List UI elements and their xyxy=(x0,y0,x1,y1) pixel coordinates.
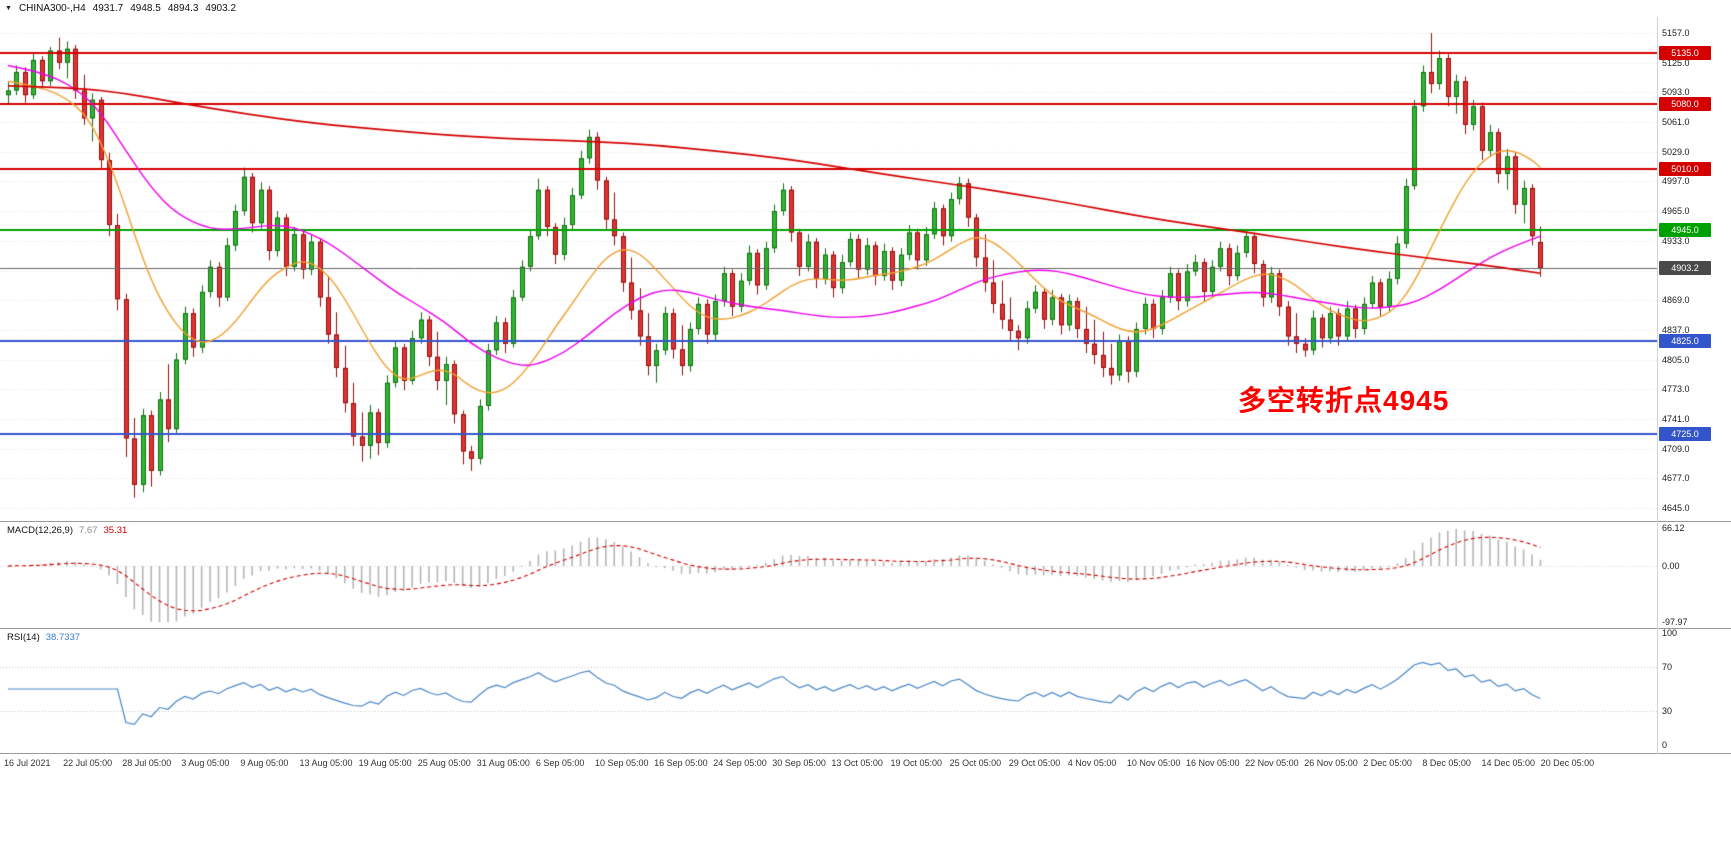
time-axis-label: 20 Dec 05:00 xyxy=(1540,758,1595,768)
text-annotation[interactable]: 多空转折点4945 xyxy=(1238,385,1450,416)
level-price-badge: 5080.0 xyxy=(1659,97,1711,112)
current-price-badge: 4903.2 xyxy=(1659,261,1711,276)
rsi-scale-label: 0 xyxy=(1662,740,1668,750)
time-axis-label: 9 Aug 05:00 xyxy=(240,758,289,768)
time-scale[interactable]: 16 Jul 2021 22 Jul 05:00 28 Jul 05:00 3 Aug… xyxy=(0,754,1731,778)
macd-indicator-canvas[interactable] xyxy=(0,522,1658,628)
time-axis-label: 22 Jul 05:00 xyxy=(63,758,113,768)
level-price-badge: 5010.0 xyxy=(1659,162,1711,177)
price-axis-label: 4741.0 xyxy=(1662,413,1690,424)
chart-title-bar: ▼ CHINA300-,H4 4931.7 4948.5 4894.3 4903… xyxy=(5,3,236,14)
price-axis-label: 4645.0 xyxy=(1662,503,1690,513)
time-axis-label: 16 Sep 05:00 xyxy=(654,758,708,768)
level-price-badge: 5135.0 xyxy=(1659,46,1711,61)
price-axis-label: 4773.0 xyxy=(1662,384,1690,395)
level-price-badge: 4945.0 xyxy=(1659,222,1711,237)
time-axis-label: 6 Sep 05:00 xyxy=(535,758,585,768)
price-axis-label: 4837.0 xyxy=(1662,324,1690,335)
ohlc-close-value: 4903.2 xyxy=(205,3,237,14)
ohlc-high-value: 4948.5 xyxy=(130,3,161,14)
time-axis-label: 8 Dec 05:00 xyxy=(1422,758,1471,768)
price-axis-label: 4677.0 xyxy=(1662,473,1690,484)
rsi-indicator-canvas[interactable] xyxy=(0,629,1658,753)
time-axis-label: 31 Aug 05:00 xyxy=(476,758,530,768)
panel-separator[interactable] xyxy=(0,628,1731,629)
time-axis-label: 26 Nov 05:00 xyxy=(1304,758,1358,768)
chart-symbol-timeframe: CHINA300-,H4 xyxy=(18,3,86,14)
time-axis-label: 14 Dec 05:00 xyxy=(1481,758,1536,768)
time-axis-label: 4 Nov 05:00 xyxy=(1067,758,1117,768)
rsi-scale-label: 30 xyxy=(1662,706,1673,717)
price-axis-label: 5125.0 xyxy=(1662,57,1690,68)
level-price-badge: 4825.0 xyxy=(1659,334,1711,348)
time-axis-label: 13 Aug 05:00 xyxy=(299,758,353,768)
ohlc-open-value: 4931.7 xyxy=(92,3,124,14)
time-axis-label: 10 Nov 05:00 xyxy=(1126,758,1181,768)
price-scale[interactable]: 5157.0 5125.0 5093.0 5061.0 5029.0 4997.0 4965… xyxy=(1658,0,1731,842)
time-axis-label: 25 Aug 05:00 xyxy=(417,758,471,768)
time-axis-label: 16 Nov 05:00 xyxy=(1186,758,1240,768)
price-axis-label: 5029.0 xyxy=(1662,146,1690,157)
price-chart-canvas[interactable] xyxy=(0,17,1658,521)
time-axis-label: 24 Sep 05:00 xyxy=(713,758,767,768)
ohlc-low-value: 4894.3 xyxy=(167,3,199,14)
macd-scale-label: 0.00 xyxy=(1662,561,1680,571)
time-axis-label: 22 Nov 05:00 xyxy=(1245,758,1299,768)
price-axis-label: 5061.0 xyxy=(1662,117,1690,128)
price-axis-label: 4709.0 xyxy=(1662,443,1690,454)
price-axis-label: 4997.0 xyxy=(1662,176,1690,187)
level-price-badge: 4725.0 xyxy=(1659,426,1711,441)
time-axis-label: 3 Aug 05:00 xyxy=(181,758,230,768)
time-axis-label: 28 Jul 05:00 xyxy=(122,758,172,768)
time-axis-label: 30 Sep 05:00 xyxy=(772,758,826,768)
time-axis-label: 25 Oct 05:00 xyxy=(949,758,1002,768)
axis-separator xyxy=(1657,17,1658,754)
time-axis-label: 13 Oct 05:00 xyxy=(831,758,883,768)
time-axis-label: 2 Dec 05:00 xyxy=(1363,758,1412,768)
price-axis-label: 4933.0 xyxy=(1662,235,1690,246)
rsi-scale-label: 70 xyxy=(1662,661,1673,672)
time-axis-label: 16 Jul 2021 xyxy=(4,758,51,768)
price-axis-label: 5093.0 xyxy=(1662,87,1690,98)
panel-separator[interactable] xyxy=(0,521,1731,522)
panel-separator[interactable] xyxy=(0,753,1731,754)
price-axis-label: 4869.0 xyxy=(1662,295,1690,306)
price-axis-label: 4805.0 xyxy=(1662,354,1690,365)
price-axis-label: 4965.0 xyxy=(1662,206,1690,217)
time-axis-label: 19 Oct 05:00 xyxy=(890,758,943,768)
rsi-scale-label: 100 xyxy=(1662,628,1678,638)
time-axis-label: 10 Sep 05:00 xyxy=(595,758,649,768)
time-axis-label: 19 Aug 05:00 xyxy=(358,758,412,768)
time-axis-label: 29 Oct 05:00 xyxy=(1008,758,1061,768)
macd-scale-label: 66.12 xyxy=(1662,523,1685,534)
chart-dropdown-icon[interactable]: ▼ xyxy=(5,4,12,12)
price-axis-label: 5157.0 xyxy=(1662,28,1690,38)
macd-scale-label: -97.97 xyxy=(1662,617,1688,628)
